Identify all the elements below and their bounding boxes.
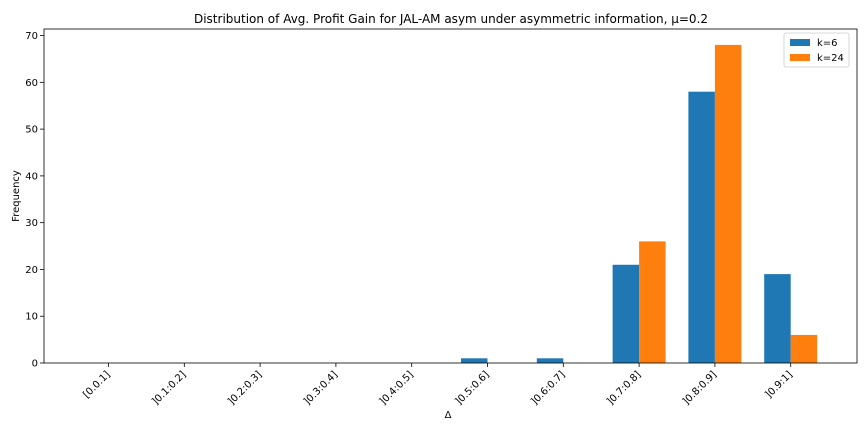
y-tick-label: 20: [25, 265, 38, 276]
x-tick-label: ]0.9:1]: [763, 369, 794, 400]
x-tick-label: ]0.2:0.3]: [226, 369, 264, 407]
y-tick-label: 10: [25, 312, 38, 323]
y-axis-label: Frequency: [11, 170, 22, 222]
bar-k=6-5: [461, 358, 488, 363]
axes-group: [43, 28, 858, 364]
bar-k=24-7: [639, 241, 666, 363]
x-tick-label: ]0.8:0.9]: [681, 369, 719, 407]
legend-swatch-k=24: [790, 54, 810, 61]
x-tick-label: [0.0.1]: [81, 369, 112, 400]
y-tick-label: 40: [25, 171, 38, 182]
y-tick-label: 70: [25, 31, 38, 42]
bar-k=24-9: [790, 334, 818, 363]
x-tick-label: ]0.3:0.4]: [302, 369, 340, 407]
chart-title: Distribution of Avg. Profit Gain for JAL…: [194, 12, 708, 26]
x-tick-label: ]0.7:0.8]: [605, 369, 643, 407]
bar-k=6-6: [536, 358, 564, 363]
y-tick-label: 0: [32, 359, 38, 370]
legend: k=6 k=24: [783, 32, 850, 68]
bar-k=6-9: [764, 274, 791, 363]
bars-group: [461, 44, 818, 364]
y-tick-label: 30: [25, 218, 38, 229]
legend-swatch-k=6: [790, 39, 810, 46]
x-tick-label: ]0.5:0.6]: [453, 369, 491, 407]
y-tick-label: 60: [25, 78, 38, 89]
y-ticks-group: 0 10 20 30 40 50 60 70: [25, 31, 44, 370]
x-tick-label: ]0.1:0.2]: [150, 369, 188, 407]
legend-label: k=24: [817, 53, 844, 64]
x-tick-label: ]0.6:0.7]: [529, 369, 567, 407]
plot-frame: [43, 28, 858, 364]
bar-k=6-7: [612, 264, 640, 363]
x-axis-label: Δ: [445, 410, 452, 421]
x-tick-label: ]0.4:0.5]: [378, 369, 416, 407]
bar-k=6-8: [688, 91, 715, 363]
bar-k=24-8: [714, 44, 742, 364]
legend-label: k=6: [817, 38, 838, 49]
y-tick-label: 50: [25, 125, 38, 136]
x-ticks-group: [0.0.1] ]0.1:0.2] ]0.2:0.3] ]0.3:0.4] ]0.4:0…: [81, 363, 795, 408]
